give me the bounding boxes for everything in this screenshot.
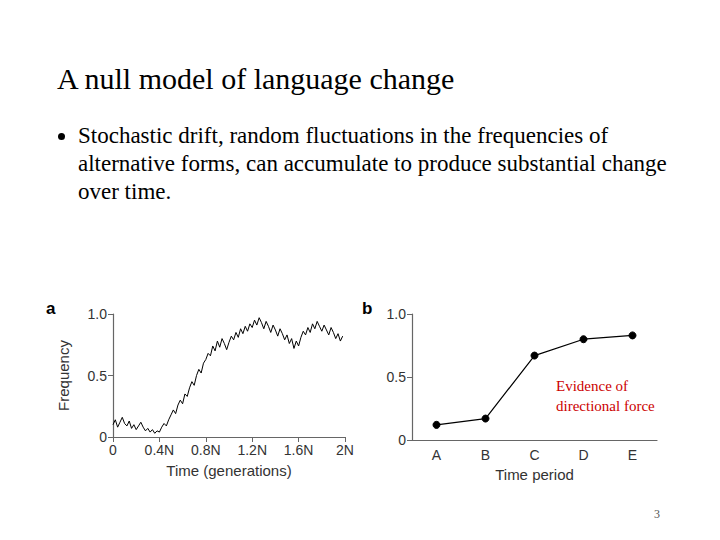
- html-text:Stochastic drift, random fluct: Stochastic drift, random fluctuations in…: [78, 123, 667, 204]
- svg-text:0: 0: [99, 429, 107, 445]
- svg-text:B: B: [481, 447, 490, 463]
- svg-text:a: a: [46, 299, 56, 318]
- svg-text:0.4N: 0.4N: [145, 442, 175, 458]
- svg-text:b: b: [362, 299, 372, 318]
- svg-text:D: D: [578, 447, 588, 463]
- svg-text:C: C: [529, 447, 539, 463]
- html-text:A null model of language chang: A null model of language change: [57, 62, 455, 95]
- svg-text:1.6N: 1.6N: [284, 442, 314, 458]
- svg-text:0.5: 0.5: [88, 368, 108, 384]
- svg-text:Frequency: Frequency: [55, 340, 72, 411]
- svg-text:0: 0: [109, 442, 117, 458]
- svg-text:0: 0: [398, 432, 406, 448]
- svg-text:E: E: [628, 447, 637, 463]
- svg-text:Time period: Time period: [495, 466, 574, 483]
- html-text:Evidence of directional force: Evidence of directional force: [556, 378, 655, 414]
- svg-text:0.8N: 0.8N: [191, 442, 221, 458]
- svg-text:1.0: 1.0: [88, 306, 108, 322]
- svg-text:2N: 2N: [336, 442, 354, 458]
- html-text:3: 3: [654, 507, 660, 521]
- svg-text:1.2N: 1.2N: [237, 442, 267, 458]
- svg-text:Time (generations): Time (generations): [166, 462, 291, 479]
- svg-text:1.0: 1.0: [387, 306, 407, 322]
- svg-text:0.5: 0.5: [387, 369, 407, 385]
- svg-text:A: A: [432, 447, 442, 463]
